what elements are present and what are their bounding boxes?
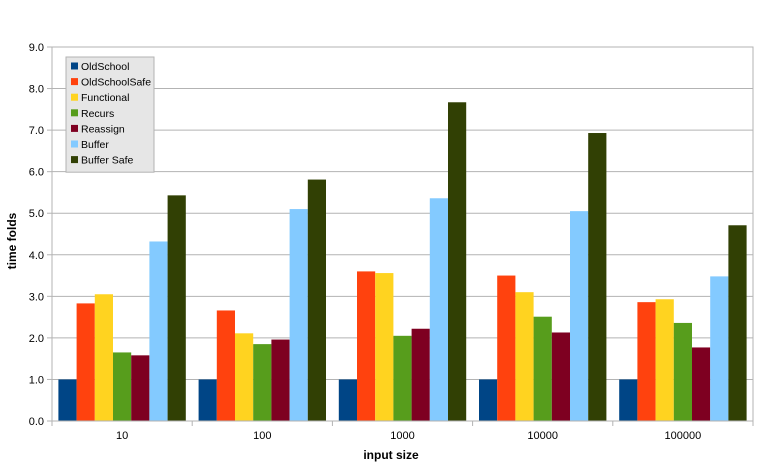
legend-label: Buffer Safe <box>81 155 134 167</box>
x-tick-labels: 10 100 1000 10000 100000 <box>116 430 701 442</box>
bar <box>692 347 711 421</box>
bar <box>198 379 217 421</box>
y-tick-label: 6.0 <box>29 167 44 179</box>
y-tick-label: 5.0 <box>29 208 44 220</box>
bar <box>479 379 498 421</box>
legend-box <box>65 56 155 173</box>
legend-swatch <box>71 156 78 164</box>
plot-frame <box>51 46 754 422</box>
bar <box>235 333 254 421</box>
axes <box>51 46 754 426</box>
bar <box>149 241 168 421</box>
bar <box>570 211 589 421</box>
y-tick-label: 3.0 <box>29 291 44 303</box>
y-tick-labels: 0.0 1.0 2.0 3.0 4.0 5.0 6.0 7.0 8.0 9.0 <box>29 42 44 428</box>
y-tick-label: 2.0 <box>29 333 44 345</box>
bar <box>448 102 467 421</box>
bar <box>253 344 272 421</box>
legend-swatch <box>71 62 78 70</box>
bar <box>375 273 394 421</box>
bar <box>58 379 77 421</box>
bar <box>673 322 692 421</box>
bar <box>338 379 357 421</box>
bar <box>271 339 290 421</box>
x-axis-title: input size <box>363 448 419 462</box>
bar <box>357 271 376 421</box>
legend: OldSchool OldSchoolSafe Functional Recurs Re… <box>65 56 155 173</box>
legend-swatch <box>71 78 78 86</box>
bar <box>655 299 674 421</box>
legend-swatch <box>71 124 78 132</box>
legend-swatch <box>71 140 78 148</box>
bar <box>216 310 235 421</box>
y-tick-label: 0.0 <box>29 416 44 428</box>
legend-label: Reassign <box>81 123 125 135</box>
bar <box>113 352 132 421</box>
bar <box>515 292 534 421</box>
legend-label: OldSchoolSafe <box>81 77 151 89</box>
bar <box>533 316 552 421</box>
bar <box>94 294 113 421</box>
bar <box>307 179 326 421</box>
bar <box>411 328 430 421</box>
bar <box>497 275 516 421</box>
bar <box>289 209 308 421</box>
legend-label: Recurs <box>81 108 114 120</box>
bar <box>710 276 729 421</box>
y-tick-label: 1.0 <box>29 374 44 386</box>
x-tick-label: 100 <box>253 430 271 442</box>
bar <box>551 332 570 421</box>
bar <box>588 133 607 421</box>
bars <box>58 102 747 421</box>
y-tick-label: 7.0 <box>29 125 44 137</box>
bar <box>167 195 186 421</box>
legend-swatch <box>71 93 78 101</box>
x-tick-label: 1000 <box>390 430 414 442</box>
legend-label: Buffer <box>81 139 109 151</box>
bar <box>728 225 747 421</box>
bar <box>393 335 412 421</box>
bar <box>637 302 656 421</box>
y-tick-label: 4.0 <box>29 250 44 262</box>
bar <box>429 198 448 421</box>
y-tick-label: 9.0 <box>29 42 44 54</box>
y-axis-title: time folds <box>5 212 19 269</box>
legend-label: Functional <box>81 92 129 104</box>
x-tick-label: 10 <box>116 430 128 442</box>
bar <box>131 355 150 421</box>
legend-swatch <box>71 109 78 117</box>
y-tick-label: 8.0 <box>29 84 44 96</box>
legend-label: OldSchool <box>81 61 129 73</box>
x-tick-label: 100000 <box>665 430 702 442</box>
bar <box>619 379 638 421</box>
bar <box>76 303 95 421</box>
x-tick-label: 10000 <box>527 430 558 442</box>
